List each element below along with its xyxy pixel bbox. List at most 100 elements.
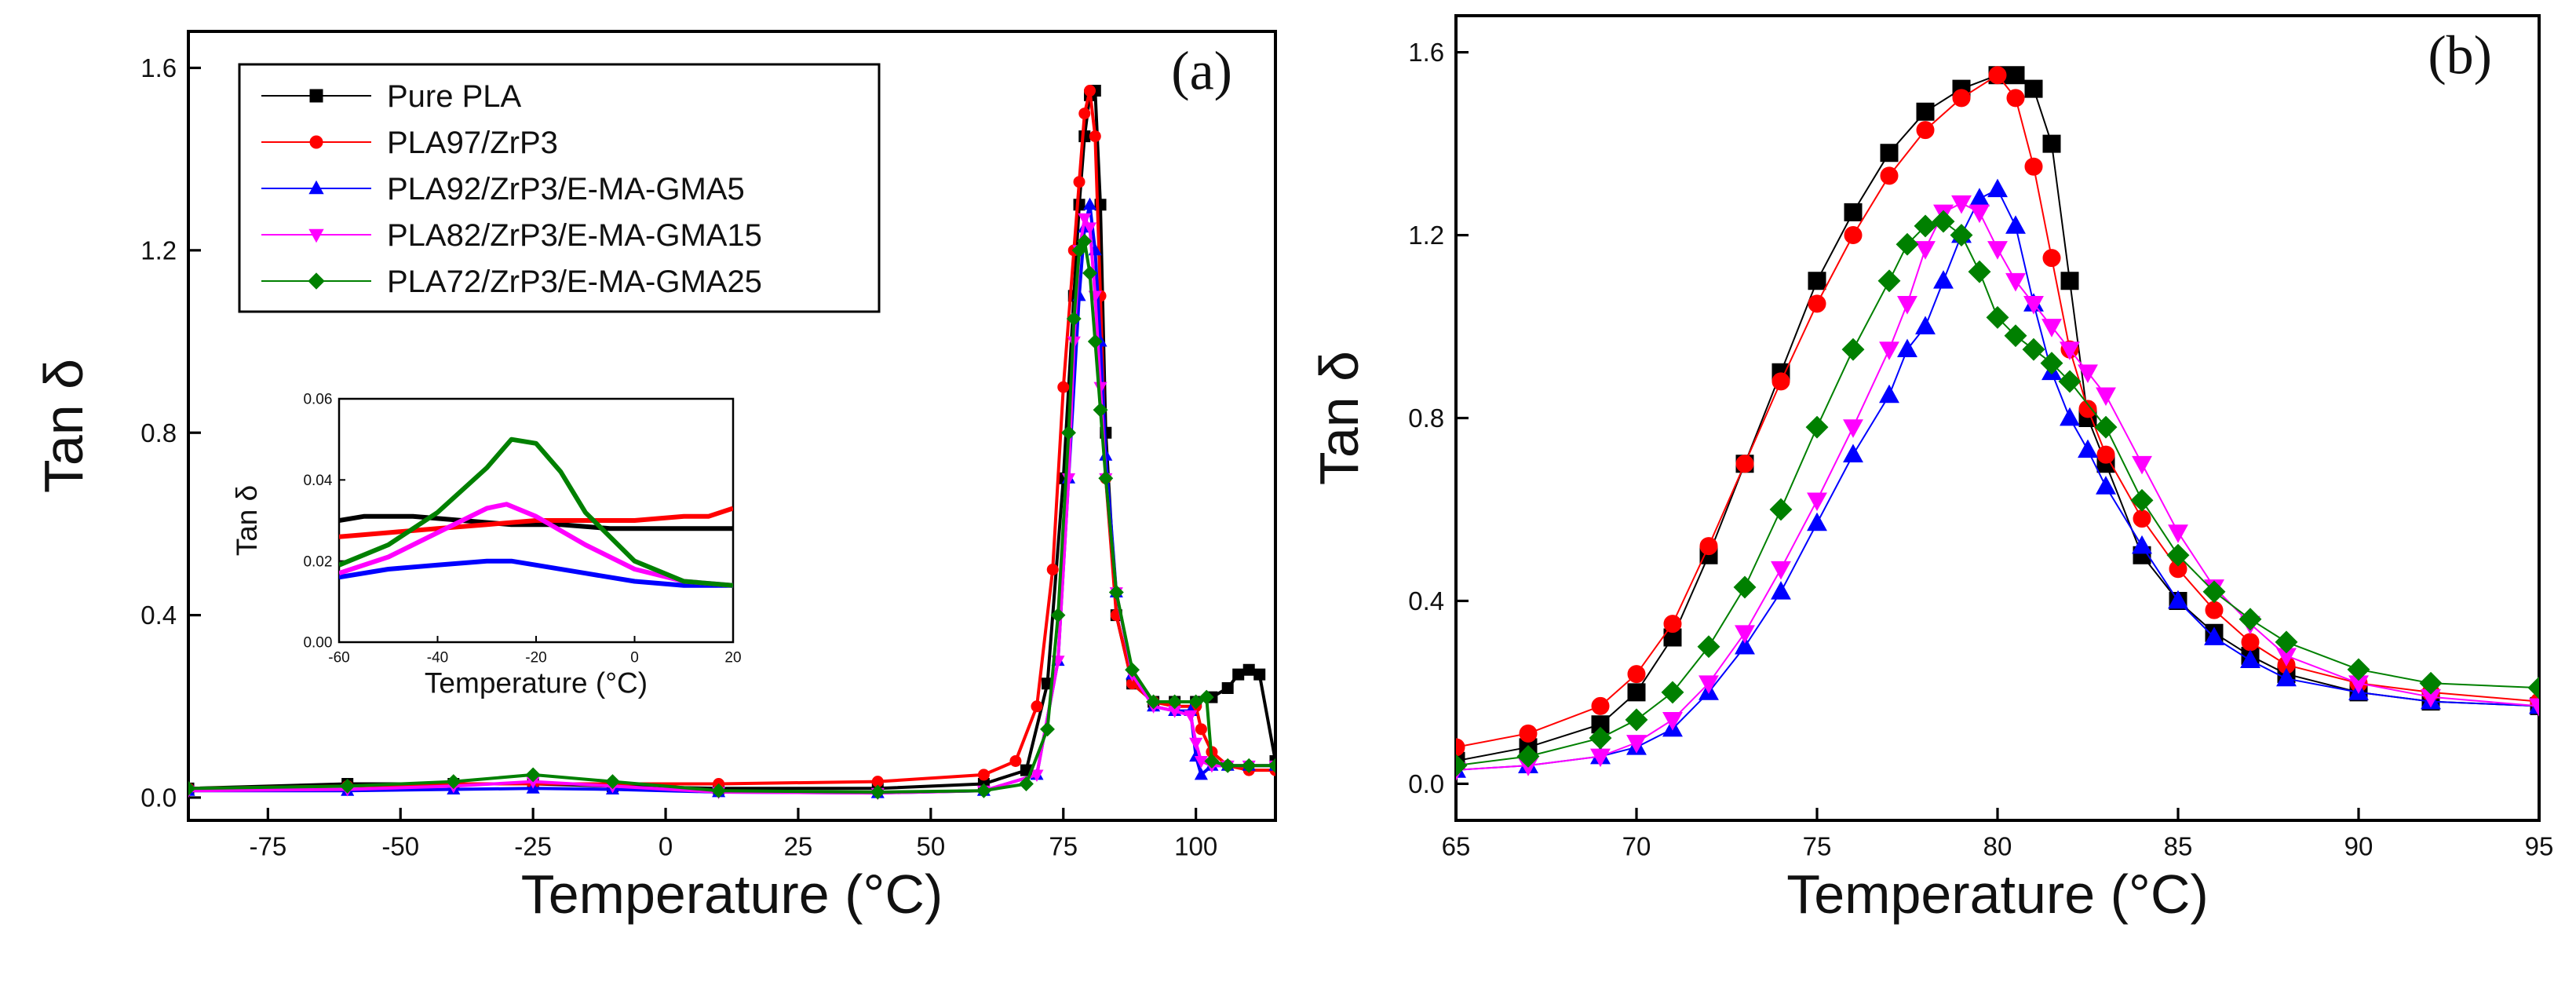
series-a-4-point: [1071, 243, 1087, 258]
legend-swatch-marker: [309, 135, 323, 149]
series-b-2-point: [1771, 581, 1791, 600]
series-b-3-point: [1897, 296, 1917, 315]
series-a-4-point: [870, 784, 885, 800]
series-b-3-point: [1771, 561, 1791, 580]
panel-b-xtick-label: 75: [1803, 832, 1832, 861]
series-b-3-point: [2005, 272, 2026, 292]
series-b-4-point: [2094, 415, 2118, 439]
panel-b-ytick-label: 0.0: [1408, 769, 1444, 798]
series-b-2-point: [2240, 649, 2260, 669]
panel-b-ytick-label: 0.8: [1408, 404, 1444, 433]
series-a-0-point: [1232, 668, 1245, 681]
series-b-1-line: [1456, 74, 2539, 748]
panel-a-data: [188, 85, 1275, 801]
series-b-4-point: [2166, 543, 2190, 567]
series-b-4-point: [2238, 608, 2262, 631]
panel-b-xtick-label: 65: [1442, 832, 1471, 861]
panel-a-xtick-label: 0: [659, 832, 673, 861]
series-b-1-point: [1808, 294, 1826, 313]
series-b-4-point: [1877, 269, 1901, 293]
series-a-4-point: [1098, 470, 1114, 486]
series-a-4-point: [1268, 758, 1275, 773]
series-a-1-point: [1009, 754, 1022, 767]
panel-a-xtick-label: 25: [784, 832, 813, 861]
series-a-1-point: [1057, 381, 1070, 393]
panel-b-frame: [1454, 14, 2541, 822]
series-b-0-point: [2024, 79, 2043, 98]
series-b-3-point: [1951, 195, 1972, 214]
panel-a-inset-xtick-label: -40: [427, 650, 448, 666]
legend-entry-3: PLA82/ZrP3/E-MA-GMA15: [387, 218, 762, 253]
series-b-4-point: [2527, 676, 2539, 699]
series-a-1-point: [1089, 130, 1101, 143]
series-b-2-point: [1735, 636, 1755, 655]
legend-entry-2: PLA92/ZrP3/E-MA-GMA5: [387, 172, 745, 206]
series-b-2-point: [1915, 316, 1936, 334]
series-a-3-point: [1194, 756, 1208, 769]
series-a-4-point: [1050, 608, 1066, 623]
series-b-4-point: [1914, 214, 1937, 238]
panel-b-xtick-label: 90: [2344, 832, 2373, 861]
series-a-1-point: [1078, 108, 1091, 120]
series-b-1-point: [2078, 400, 2097, 418]
panel-a-inset-data: [339, 436, 733, 588]
series-b-1-point: [1456, 738, 1465, 757]
panel-a-label: (a): [1171, 42, 1232, 102]
series-b-2-point: [1843, 444, 1863, 462]
panel-b-label: (b): [2428, 26, 2492, 86]
series-b-2-point: [1807, 512, 1827, 531]
series-a-1-point: [1084, 85, 1096, 97]
series-a-inset-1-line: [339, 506, 733, 539]
series-b-3-point: [1735, 625, 1755, 644]
series-b-2-point: [1897, 338, 1917, 357]
series-b-1-point: [1771, 372, 1790, 391]
series-b-0-point: [2060, 272, 2079, 290]
series-b-4-point: [1805, 415, 1829, 439]
series-a-4-point: [1199, 689, 1214, 705]
series-b-4-point: [1986, 305, 2009, 329]
series-b-4-point: [2040, 352, 2063, 375]
panel-a-inset-xtick-label: -60: [328, 650, 349, 666]
panel-a-xtick-label: -75: [249, 832, 286, 861]
series-a-0-point: [1242, 663, 1255, 676]
series-b-3-point: [2168, 524, 2188, 543]
series-b-1-point: [2024, 157, 2043, 176]
series-b-3-point: [2132, 455, 2152, 475]
series-a-4-point: [605, 774, 620, 790]
series-a-4-point: [1241, 758, 1257, 773]
series-a-4-point: [1093, 402, 1108, 418]
series-b-0-point: [1844, 203, 1863, 221]
series-a-inset-0-line: [339, 513, 733, 531]
series-b-0-point: [1808, 272, 1826, 290]
series-b-0-point: [1627, 683, 1646, 702]
panel-b-data: [1456, 66, 2539, 781]
panel-a-inset-xtick-label: 0: [630, 650, 639, 666]
series-b-4-point: [1968, 260, 1991, 283]
series-a-4-point: [1061, 425, 1076, 440]
series-a-3-point: [1078, 213, 1092, 226]
series-b-1-point: [2133, 509, 2151, 528]
panel-a-x-axis-title: Temperature (°C): [521, 864, 943, 925]
series-a-4-point: [1087, 334, 1103, 349]
series-b-1-point: [1880, 166, 1899, 185]
legend-entry-4: PLA72/ZrP3/E-MA-GMA25: [387, 265, 762, 299]
series-b-3-point: [2096, 387, 2116, 407]
series-b-1-point: [2096, 445, 2115, 464]
series-a-4-point: [340, 778, 356, 794]
panel-a: -75 -50 -25 0 25 50 75 100 0.0 0.4 0.8 1.2 1.6 Temper…: [33, 30, 1277, 925]
series-b-4-point: [2419, 671, 2443, 695]
panel-a-inset-y-axis-title: Tan δ: [231, 485, 263, 557]
series-b-1-point: [1699, 537, 1718, 555]
series-b-1-point: [2241, 633, 2260, 652]
series-b-3-point: [1987, 241, 2008, 260]
series-b-1-point: [2205, 601, 2224, 619]
series-b-4-point: [2202, 580, 2226, 604]
panel-a-inset-x-axis-title: Temperature (°C): [425, 667, 648, 699]
series-a-4-point: [1066, 311, 1082, 327]
series-a-4-point: [525, 767, 541, 783]
panel-a-xtick-label: 50: [916, 832, 945, 861]
series-a-inset-3-line: [339, 502, 733, 588]
series-b-0-point: [2042, 134, 2061, 153]
panel-a-xtick-label: 100: [1174, 832, 1217, 861]
